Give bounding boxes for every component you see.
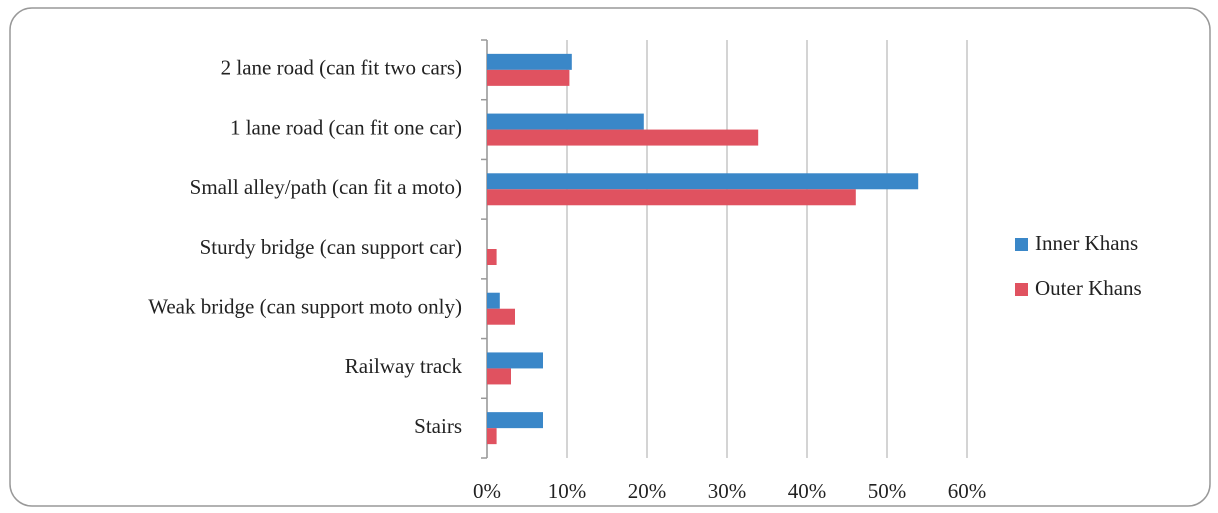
y-tick-label: Weak bridge (can support moto only) bbox=[148, 295, 462, 319]
y-tick-label: Sturdy bridge (can support car) bbox=[200, 235, 462, 259]
bar bbox=[487, 352, 543, 369]
chart-border bbox=[9, 7, 1211, 507]
bar bbox=[487, 173, 919, 190]
x-tick-label: 20% bbox=[628, 479, 667, 503]
y-tick-label: Small alley/path (can fit a moto) bbox=[190, 175, 462, 199]
y-tick-label: 2 lane road (can fit two cars) bbox=[221, 56, 462, 80]
bar bbox=[487, 129, 759, 146]
x-tick-label: 60% bbox=[948, 479, 987, 503]
legend-swatch bbox=[1015, 283, 1028, 296]
x-tick-label: 10% bbox=[548, 479, 587, 503]
bar bbox=[487, 412, 543, 429]
bar bbox=[487, 368, 511, 385]
y-tick-label: Stairs bbox=[414, 414, 462, 438]
legend-label: Outer Khans bbox=[1035, 276, 1142, 300]
bar bbox=[487, 308, 515, 325]
bar bbox=[487, 428, 497, 445]
bar bbox=[487, 113, 644, 130]
x-tick-label: 50% bbox=[868, 479, 907, 503]
x-tick-label: 0% bbox=[473, 479, 501, 503]
y-tick-label: Railway track bbox=[345, 354, 463, 378]
legend-swatch bbox=[1015, 238, 1028, 251]
bar bbox=[487, 53, 572, 70]
bar bbox=[487, 189, 856, 206]
x-tick-label: 40% bbox=[788, 479, 827, 503]
bar bbox=[487, 69, 570, 86]
bar bbox=[487, 249, 497, 265]
y-tick-label: 1 lane road (can fit one car) bbox=[230, 115, 462, 139]
legend-label: Inner Khans bbox=[1035, 231, 1138, 255]
bar bbox=[487, 292, 500, 309]
x-tick-label: 30% bbox=[708, 479, 747, 503]
